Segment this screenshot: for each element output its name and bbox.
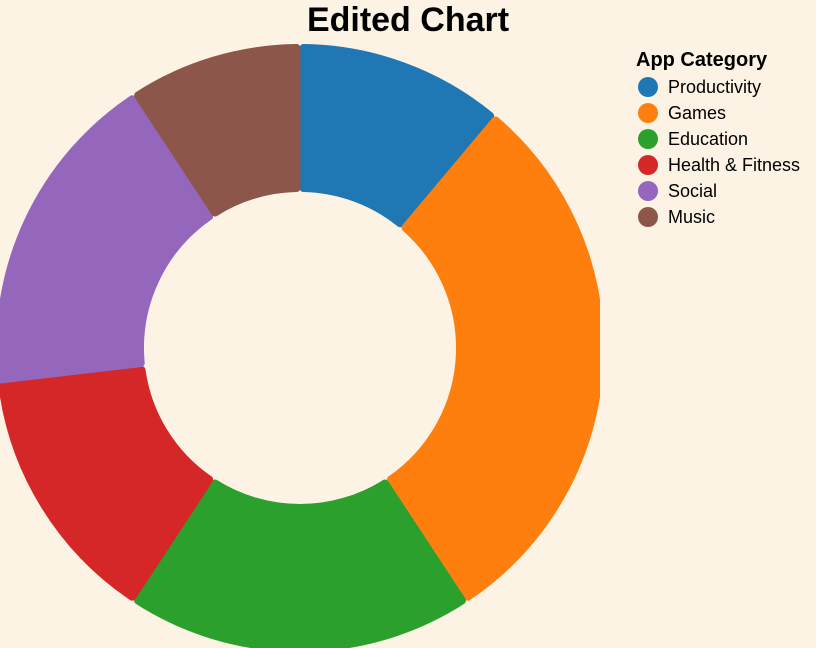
- legend-item-games[interactable]: Games: [636, 100, 816, 126]
- legend-item-social[interactable]: Social: [636, 178, 816, 204]
- donut-chart: [0, 44, 600, 648]
- legend-label: Health & Fitness: [668, 154, 801, 175]
- legend: App Category Productivity Games Education H…: [636, 46, 816, 230]
- legend-label: Games: [668, 102, 727, 123]
- legend-swatch: [638, 207, 658, 227]
- legend-items: Productivity Games Education Health & Fitne…: [636, 74, 816, 230]
- chart-title-wrap: Edited Chart: [210, 0, 606, 40]
- legend-swatch: [638, 181, 658, 201]
- legend-item-health-fitness[interactable]: Health & Fitness: [636, 152, 816, 178]
- legend-item-productivity[interactable]: Productivity: [636, 74, 816, 100]
- donut-slice-health-fitness[interactable]: [0, 366, 214, 601]
- chart-title: Edited Chart: [306, 1, 510, 39]
- legend-swatch: [638, 77, 658, 97]
- legend-item-education[interactable]: Education: [636, 126, 816, 152]
- legend-swatch: [638, 155, 658, 175]
- legend-swatch: [638, 129, 658, 149]
- donut-slice-productivity[interactable]: [299, 44, 495, 228]
- legend-item-music[interactable]: Music: [636, 204, 816, 230]
- legend-title: App Category: [636, 49, 768, 71]
- donut-slice-games[interactable]: [386, 116, 600, 601]
- donut-slice-music[interactable]: [134, 44, 301, 217]
- legend-label: Education: [668, 128, 749, 149]
- legend-label: Productivity: [668, 76, 762, 97]
- legend-label: Social: [668, 180, 718, 201]
- donut-slice-education[interactable]: [134, 479, 466, 648]
- legend-label: Music: [668, 206, 716, 227]
- donut-slice-social[interactable]: [0, 95, 214, 384]
- legend-swatch: [638, 103, 658, 123]
